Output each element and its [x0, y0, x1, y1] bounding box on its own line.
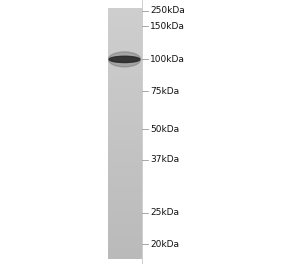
Ellipse shape [108, 52, 141, 67]
Text: 250kDa: 250kDa [150, 6, 185, 15]
Ellipse shape [109, 56, 140, 63]
Text: 50kDa: 50kDa [150, 125, 179, 134]
Text: 75kDa: 75kDa [150, 87, 179, 96]
Text: 20kDa: 20kDa [150, 240, 179, 249]
Text: 150kDa: 150kDa [150, 22, 185, 31]
Text: 37kDa: 37kDa [150, 155, 179, 164]
Text: 25kDa: 25kDa [150, 208, 179, 217]
Text: 100kDa: 100kDa [150, 55, 185, 64]
